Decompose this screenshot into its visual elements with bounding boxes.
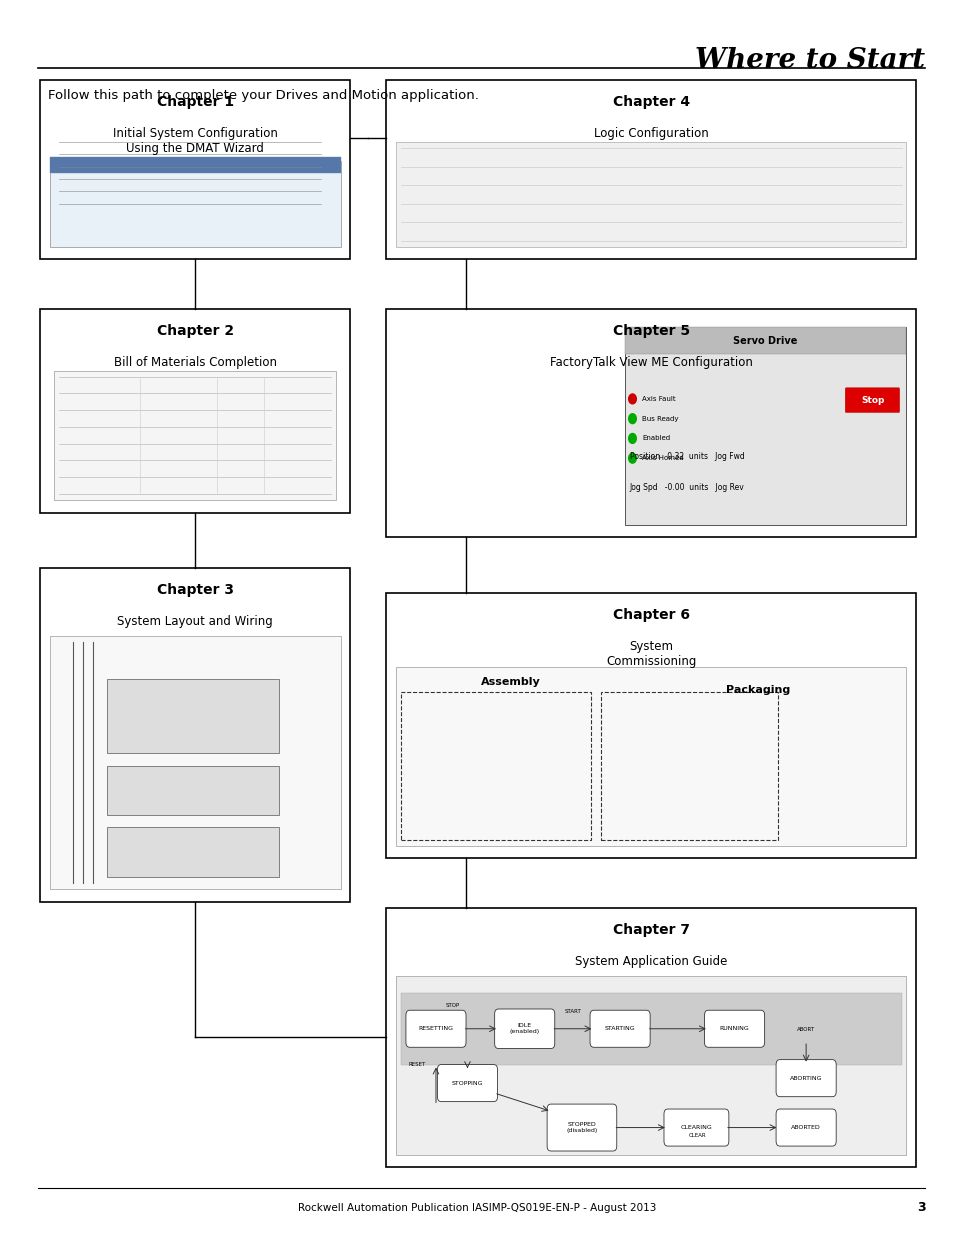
Text: Follow this path to complete your Drives and Motion application.: Follow this path to complete your Drives… bbox=[48, 89, 478, 103]
Text: Servo Drive: Servo Drive bbox=[733, 336, 797, 346]
FancyBboxPatch shape bbox=[624, 327, 905, 525]
Text: RUNNING: RUNNING bbox=[719, 1026, 749, 1031]
Text: Chapter 7: Chapter 7 bbox=[612, 923, 689, 936]
Text: Stop: Stop bbox=[861, 395, 883, 405]
Text: ABORTING: ABORTING bbox=[789, 1076, 821, 1081]
Text: Chapter 4: Chapter 4 bbox=[612, 95, 689, 109]
Text: Rockwell Automation Publication IASIMP-QS019E-EN-P - August 2013: Rockwell Automation Publication IASIMP-Q… bbox=[297, 1203, 656, 1213]
FancyBboxPatch shape bbox=[40, 568, 350, 902]
FancyBboxPatch shape bbox=[436, 1065, 497, 1102]
Text: STOPPING: STOPPING bbox=[451, 1081, 483, 1086]
Text: STOPPED
(disabled): STOPPED (disabled) bbox=[566, 1123, 597, 1132]
FancyBboxPatch shape bbox=[395, 667, 905, 846]
Text: System Layout and Wiring: System Layout and Wiring bbox=[117, 615, 273, 629]
FancyBboxPatch shape bbox=[406, 1010, 465, 1047]
FancyBboxPatch shape bbox=[624, 327, 905, 354]
FancyBboxPatch shape bbox=[395, 976, 905, 1155]
Text: Chapter 3: Chapter 3 bbox=[156, 583, 233, 597]
Text: Enabled: Enabled bbox=[641, 436, 669, 441]
Text: System
Commissioning: System Commissioning bbox=[605, 640, 696, 668]
FancyBboxPatch shape bbox=[50, 161, 340, 247]
Text: RESETTING: RESETTING bbox=[418, 1026, 453, 1031]
Text: Bill of Materials Completion: Bill of Materials Completion bbox=[113, 356, 276, 369]
FancyBboxPatch shape bbox=[703, 1010, 764, 1047]
Text: Where to Start: Where to Start bbox=[695, 47, 924, 74]
FancyBboxPatch shape bbox=[40, 309, 350, 513]
FancyBboxPatch shape bbox=[395, 142, 905, 247]
FancyBboxPatch shape bbox=[400, 993, 901, 1065]
Text: Chapter 1: Chapter 1 bbox=[156, 95, 233, 109]
Text: Logic Configuration: Logic Configuration bbox=[593, 127, 708, 141]
FancyBboxPatch shape bbox=[844, 388, 899, 412]
FancyBboxPatch shape bbox=[50, 157, 340, 173]
FancyBboxPatch shape bbox=[107, 827, 278, 877]
Circle shape bbox=[628, 394, 636, 404]
Text: 3: 3 bbox=[916, 1202, 924, 1214]
Text: ABORT: ABORT bbox=[797, 1028, 814, 1032]
FancyBboxPatch shape bbox=[386, 80, 915, 259]
Text: Chapter 2: Chapter 2 bbox=[156, 324, 233, 337]
Text: CLEARING: CLEARING bbox=[679, 1125, 712, 1130]
FancyBboxPatch shape bbox=[107, 766, 278, 815]
Text: System Application Guide: System Application Guide bbox=[575, 955, 726, 968]
Text: FactoryTalk View ME Configuration: FactoryTalk View ME Configuration bbox=[549, 356, 752, 369]
Text: Chapter 5: Chapter 5 bbox=[612, 324, 689, 337]
Text: RESET: RESET bbox=[408, 1062, 425, 1067]
Text: Position   0.32  units   Jog Fwd: Position 0.32 units Jog Fwd bbox=[629, 452, 743, 462]
FancyBboxPatch shape bbox=[589, 1010, 650, 1047]
FancyBboxPatch shape bbox=[386, 908, 915, 1167]
FancyBboxPatch shape bbox=[776, 1109, 835, 1146]
FancyBboxPatch shape bbox=[495, 1009, 555, 1049]
Text: Packaging: Packaging bbox=[725, 685, 790, 695]
Text: START: START bbox=[564, 1009, 581, 1014]
Text: STOP: STOP bbox=[446, 1003, 459, 1008]
Text: Axis Homed: Axis Homed bbox=[641, 456, 683, 461]
Text: Axis Fault: Axis Fault bbox=[641, 396, 675, 401]
FancyBboxPatch shape bbox=[547, 1104, 616, 1151]
FancyBboxPatch shape bbox=[776, 1060, 835, 1097]
FancyBboxPatch shape bbox=[50, 636, 340, 889]
Circle shape bbox=[628, 433, 636, 443]
FancyBboxPatch shape bbox=[663, 1109, 728, 1146]
FancyBboxPatch shape bbox=[107, 679, 278, 753]
Text: STARTING: STARTING bbox=[604, 1026, 635, 1031]
FancyBboxPatch shape bbox=[54, 370, 335, 500]
Text: IDLE
(enabled): IDLE (enabled) bbox=[509, 1024, 539, 1034]
FancyBboxPatch shape bbox=[386, 309, 915, 537]
Text: Initial System Configuration
Using the DMAT Wizard: Initial System Configuration Using the D… bbox=[112, 127, 277, 156]
Text: Chapter 6: Chapter 6 bbox=[612, 608, 689, 621]
Text: Bus Ready: Bus Ready bbox=[641, 416, 678, 421]
Text: Assembly: Assembly bbox=[480, 677, 539, 687]
Text: ABORTED: ABORTED bbox=[790, 1125, 821, 1130]
Circle shape bbox=[628, 414, 636, 424]
FancyBboxPatch shape bbox=[40, 80, 350, 259]
Circle shape bbox=[628, 453, 636, 463]
Text: CLEAR: CLEAR bbox=[688, 1134, 705, 1139]
FancyBboxPatch shape bbox=[386, 593, 915, 858]
Text: Jog Spd   -0.00  units   Jog Rev: Jog Spd -0.00 units Jog Rev bbox=[629, 483, 743, 493]
